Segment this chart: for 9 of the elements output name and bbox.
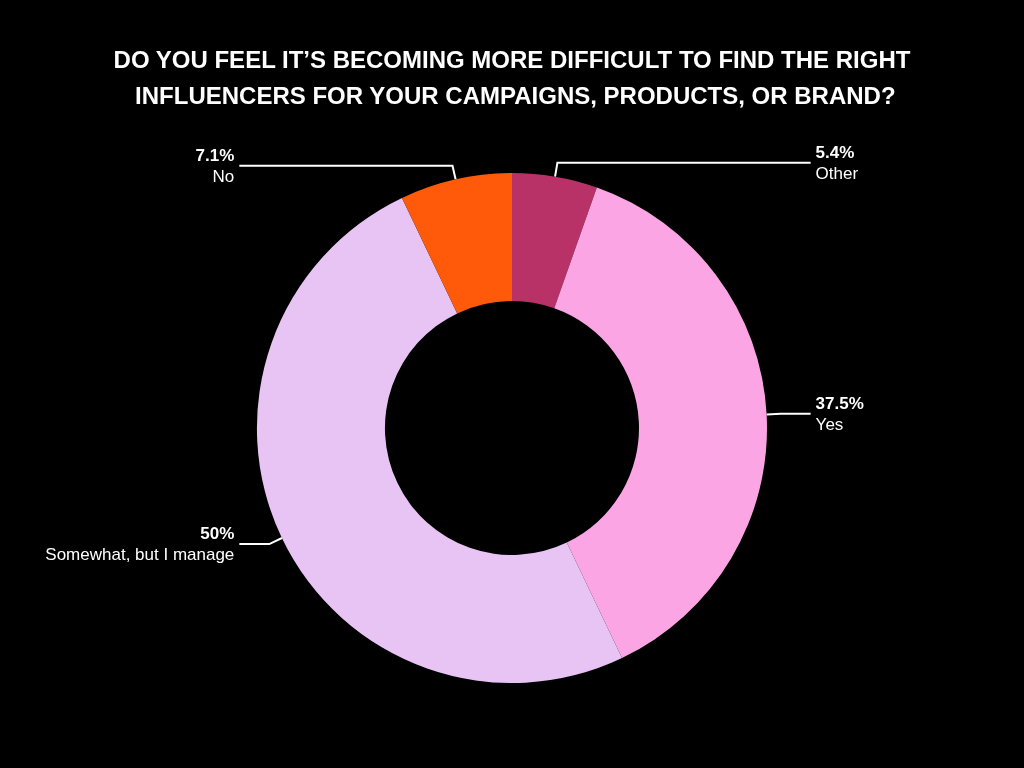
slice-label: Somewhat, but I manage xyxy=(45,545,235,565)
chart-title: DO YOU FEEL IT’S BECOMING MORE DIFFICULT TO FIND THE RIGHT INFLUENCERS FOR YOUR CAMPAIGNS, PRODUCTS, OR BRAND? xyxy=(113,45,911,109)
slice-label: No xyxy=(212,166,235,186)
slice-label: Yes xyxy=(815,414,844,434)
data-label: 5.4% xyxy=(815,142,855,162)
data-label: 7.1% xyxy=(195,145,235,165)
slice-label: Other xyxy=(815,163,859,183)
data-label: 37.5% xyxy=(815,393,864,413)
data-label: 50% xyxy=(200,524,235,544)
